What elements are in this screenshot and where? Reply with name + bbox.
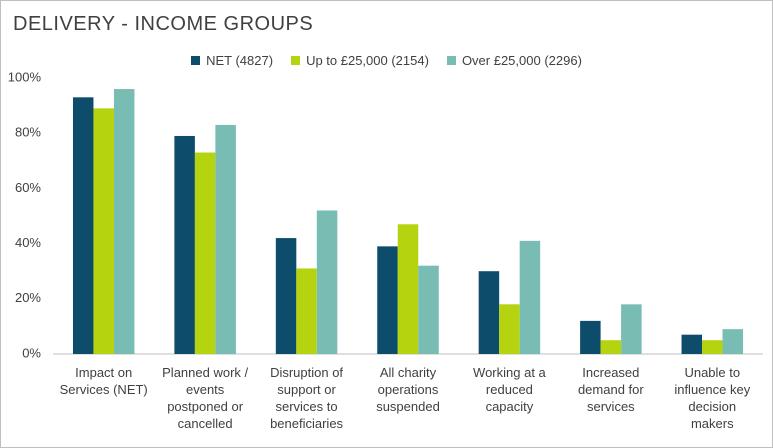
x-tick-label: Unable to influence key decision makers: [674, 365, 751, 431]
x-tick-label: Planned work / events postponed or cance…: [162, 365, 249, 431]
bar: [215, 124, 236, 354]
x-tick-label: Impact on Services (NET): [59, 365, 148, 397]
legend-swatch: [446, 56, 456, 65]
legend-swatch: [291, 56, 301, 65]
legend-label: NET (4827): [206, 53, 274, 68]
bar: [519, 240, 541, 354]
bar: [377, 246, 398, 354]
bar: [722, 329, 744, 354]
legend-label: Up to £25,000 (2154): [306, 53, 429, 68]
bar: [296, 268, 317, 354]
chart-title: DELIVERY - INCOME GROUPS: [13, 13, 314, 35]
bar: [316, 210, 338, 354]
bar: [275, 238, 297, 354]
bar: [174, 135, 195, 354]
y-tick-label: 80%: [15, 125, 41, 140]
bar: [397, 224, 419, 354]
bar: [580, 320, 601, 354]
y-tick-label: 40%: [15, 235, 41, 250]
bar: [499, 304, 520, 354]
legend-label: Over £25,000 (2296): [461, 53, 582, 68]
y-tick-label: 60%: [15, 180, 41, 195]
legend-item: NET (4827): [191, 53, 273, 68]
bar: [478, 271, 500, 354]
bar: [113, 89, 135, 354]
bar: [702, 340, 723, 354]
bar: [72, 97, 94, 354]
bar: [93, 108, 114, 354]
x-tick-label: All charity operations suspended: [376, 365, 440, 414]
y-tick-label: 100%: [8, 69, 42, 84]
x-tick-label: Increased demand for services: [577, 365, 644, 414]
bar: [600, 340, 622, 354]
bar: [194, 152, 216, 354]
legend-item: Over £25,000 (2296): [446, 53, 582, 68]
x-tick-label: Disruption of support or services to ben…: [270, 365, 344, 431]
legend-swatch: [191, 56, 201, 65]
x-tick-label: Working at a reduced capacity: [473, 365, 546, 414]
bar: [418, 265, 439, 354]
y-tick-label: 20%: [15, 290, 41, 305]
bar: [621, 304, 642, 354]
bar: [681, 334, 703, 354]
legend-item: Up to £25,000 (2154): [291, 53, 429, 68]
y-tick-label: 0%: [22, 345, 41, 360]
legend: NET (4827) Up to £25,000 (2154) Over £25,0…: [1, 53, 772, 68]
